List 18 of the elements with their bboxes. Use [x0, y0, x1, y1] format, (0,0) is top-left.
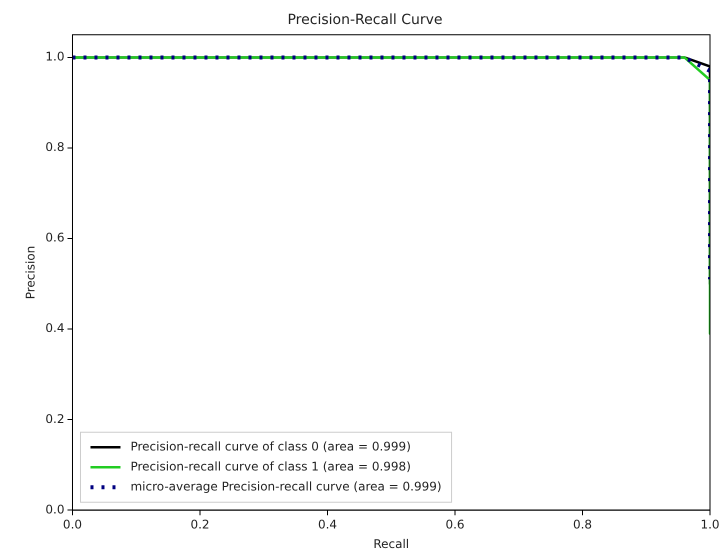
- x-tick-label: 0.8: [572, 518, 592, 532]
- legend-label: micro-average Precision-recall curve (area = 0.999): [130, 479, 442, 494]
- x-tick-label: 1.0: [700, 518, 720, 532]
- y-tick-label: 0.0: [45, 502, 64, 516]
- y-tick-label: 1.0: [45, 50, 64, 64]
- y-tick-label: 0.6: [45, 230, 64, 245]
- y-tick-label: 0.2: [45, 412, 64, 426]
- y-axis-title: Precision: [23, 246, 38, 300]
- x-axis-title: Recall: [373, 536, 410, 551]
- x-tick-label: 0.2: [190, 518, 210, 532]
- x-tick-label: 0.4: [318, 518, 338, 532]
- y-tick-label: 0.4: [45, 321, 64, 336]
- y-tick-label: 0.8: [45, 140, 64, 154]
- x-tick-label: 0.6: [445, 518, 465, 532]
- legend-label: Precision-recall curve of class 1 (area = 0.998): [130, 459, 411, 474]
- legend-label: Precision-recall curve of class 0 (area = 0.999): [130, 439, 411, 454]
- chart-title: Precision-Recall Curve: [287, 12, 443, 28]
- x-tick-label: 0.0: [62, 518, 82, 532]
